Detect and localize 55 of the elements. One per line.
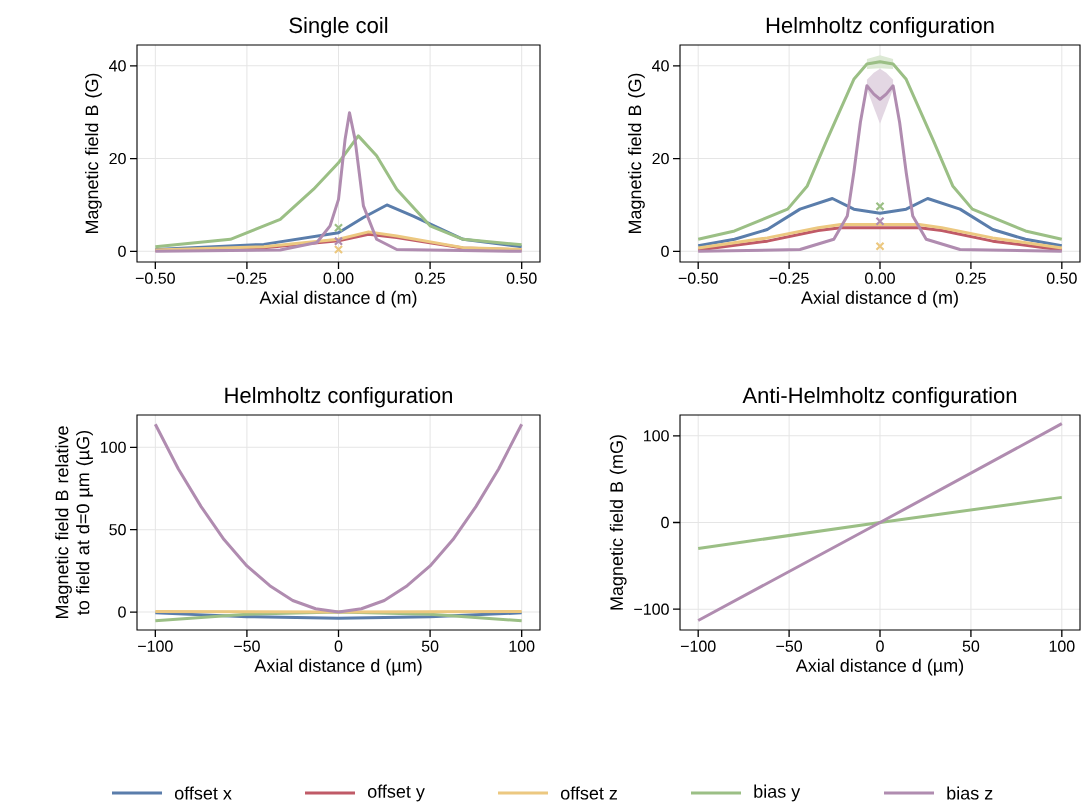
y-tick-label: 0 xyxy=(118,606,126,618)
y-tick-label: 0 xyxy=(118,245,126,258)
x-tick-label: −0.25 xyxy=(227,272,267,284)
y-axis-title: Magnetic field B relative to field at d=0 µm (µG) xyxy=(55,426,93,619)
line-series xyxy=(153,134,524,249)
x-tick-label: 50 xyxy=(421,640,439,652)
line-series xyxy=(153,111,524,253)
y-tick-label: 40 xyxy=(109,60,126,72)
y-tick-label: 40 xyxy=(652,60,669,72)
x-tick-label: −0.25 xyxy=(769,272,809,284)
legend-label: bias z xyxy=(947,786,993,800)
x-tick-label: 0.00 xyxy=(865,272,895,284)
x-axis-title: Axial distance d (m) xyxy=(801,290,958,308)
x-tick-label: 0.25 xyxy=(955,272,986,284)
y-tick-label: 100 xyxy=(644,430,669,442)
y-tick-label: 0 xyxy=(661,245,669,258)
y-axis-title: Magnetic field B (G) xyxy=(85,73,102,234)
x-tick-label: 0.00 xyxy=(323,272,354,284)
x-axis-title: Axial distance d (m) xyxy=(259,290,417,308)
line-series xyxy=(153,422,524,614)
chart-title: Helmholtz configuration xyxy=(225,386,452,408)
y-tick-label: 20 xyxy=(109,152,126,165)
x-tick-label: −0.50 xyxy=(678,272,718,284)
x-tick-label: 0.50 xyxy=(1046,272,1077,284)
y-tick-label: 0 xyxy=(661,516,669,529)
x-tick-label: 0.50 xyxy=(506,272,537,284)
y-axis-title: Magnetic field B (G) xyxy=(628,73,645,234)
line-series xyxy=(696,196,1064,248)
legend-label: offset z xyxy=(560,786,618,800)
y-tick-label: 100 xyxy=(101,441,126,453)
chart-title: Single coil xyxy=(289,16,388,38)
x-tick-label: 100 xyxy=(1049,640,1075,652)
legend-label: offset y xyxy=(367,784,425,802)
x-axis-title: Axial distance d (µm) xyxy=(254,658,422,676)
chart-title: Helmholtz configuration xyxy=(766,16,994,38)
x-tick-label: −50 xyxy=(776,640,803,652)
legend-label: bias y xyxy=(754,784,801,802)
line-series xyxy=(696,84,1064,253)
x-tick-label: −100 xyxy=(680,640,716,652)
y-tick-label: −100 xyxy=(634,603,669,615)
y-tick-label: 50 xyxy=(109,524,126,536)
y-axis-title: Magnetic field B (mG) xyxy=(609,435,627,610)
x-tick-label: 0.25 xyxy=(415,272,445,284)
x-axis-title: Axial distance d (µm) xyxy=(795,658,964,676)
legend-label: offset x xyxy=(174,786,232,800)
x-tick-label: −100 xyxy=(138,640,173,652)
x-tick-label: 50 xyxy=(962,640,980,652)
line-series xyxy=(696,60,1064,241)
y-tick-label: 20 xyxy=(652,152,669,165)
x-tick-label: −0.50 xyxy=(135,272,175,284)
x-tick-label: 100 xyxy=(509,640,535,652)
chart-title: Anti-Helmholtz configuration xyxy=(742,386,1017,408)
x-tick-label: 0 xyxy=(876,640,884,652)
x-tick-label: 0 xyxy=(334,640,343,652)
x-tick-label: −50 xyxy=(234,640,260,652)
